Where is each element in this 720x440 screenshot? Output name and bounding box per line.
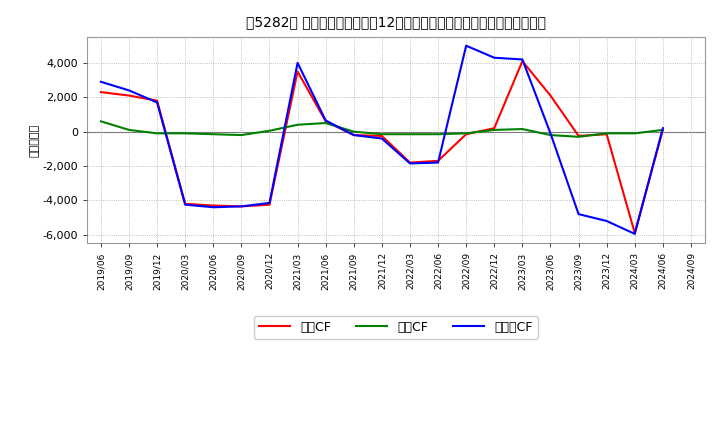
フリーCF — [546, 131, 555, 136]
フリーCF — [575, 212, 583, 217]
Legend: 営業CF, 投資CF, フリーCF: 営業CF, 投資CF, フリーCF — [254, 315, 538, 338]
投資CF — [349, 129, 358, 134]
投資CF — [546, 132, 555, 138]
営業CF — [96, 89, 105, 95]
営業CF — [377, 133, 386, 139]
フリーCF — [659, 125, 667, 131]
投資CF — [462, 131, 470, 136]
フリーCF — [405, 161, 414, 166]
営業CF — [546, 93, 555, 98]
営業CF — [293, 69, 302, 74]
投資CF — [405, 132, 414, 137]
フリーCF — [293, 60, 302, 66]
フリーCF — [209, 205, 217, 210]
営業CF — [462, 132, 470, 137]
営業CF — [153, 98, 161, 103]
投資CF — [96, 119, 105, 124]
営業CF — [631, 231, 639, 236]
フリーCF — [181, 202, 189, 207]
投資CF — [237, 132, 246, 138]
フリーCF — [631, 231, 639, 237]
フリーCF — [490, 55, 498, 60]
営業CF — [349, 132, 358, 138]
投資CF — [293, 122, 302, 128]
投資CF — [659, 127, 667, 132]
投資CF — [433, 132, 442, 137]
営業CF — [237, 204, 246, 209]
投資CF — [518, 126, 526, 132]
投資CF — [377, 132, 386, 137]
営業CF — [265, 202, 274, 207]
フリーCF — [377, 136, 386, 141]
投資CF — [575, 134, 583, 139]
Line: フリーCF: フリーCF — [101, 46, 663, 234]
投資CF — [181, 131, 189, 136]
営業CF — [433, 158, 442, 164]
営業CF — [209, 203, 217, 208]
フリーCF — [153, 100, 161, 105]
営業CF — [659, 127, 667, 132]
フリーCF — [237, 204, 246, 209]
投資CF — [209, 132, 217, 137]
Y-axis label: （百万円）: （百万円） — [30, 124, 40, 157]
フリーCF — [125, 88, 133, 93]
フリーCF — [349, 132, 358, 138]
フリーCF — [462, 43, 470, 48]
投資CF — [265, 128, 274, 133]
フリーCF — [96, 79, 105, 84]
営業CF — [603, 132, 611, 137]
営業CF — [321, 119, 330, 124]
Title: ［5282］ キャッシュフローの12か月移動合計の対前年同期増減額の推移: ［5282］ キャッシュフローの12か月移動合計の対前年同期増減額の推移 — [246, 15, 546, 29]
Line: 投資CF: 投資CF — [101, 121, 663, 137]
フリーCF — [321, 118, 330, 123]
フリーCF — [433, 160, 442, 165]
投資CF — [631, 131, 639, 136]
フリーCF — [265, 200, 274, 205]
営業CF — [125, 93, 133, 98]
営業CF — [405, 160, 414, 165]
Line: 営業CF: 営業CF — [101, 61, 663, 233]
営業CF — [490, 125, 498, 131]
フリーCF — [518, 57, 526, 62]
投資CF — [125, 127, 133, 132]
投資CF — [603, 131, 611, 136]
投資CF — [153, 131, 161, 136]
営業CF — [518, 59, 526, 64]
投資CF — [321, 121, 330, 126]
フリーCF — [603, 218, 611, 224]
営業CF — [575, 133, 583, 139]
営業CF — [181, 201, 189, 206]
投資CF — [490, 127, 498, 132]
